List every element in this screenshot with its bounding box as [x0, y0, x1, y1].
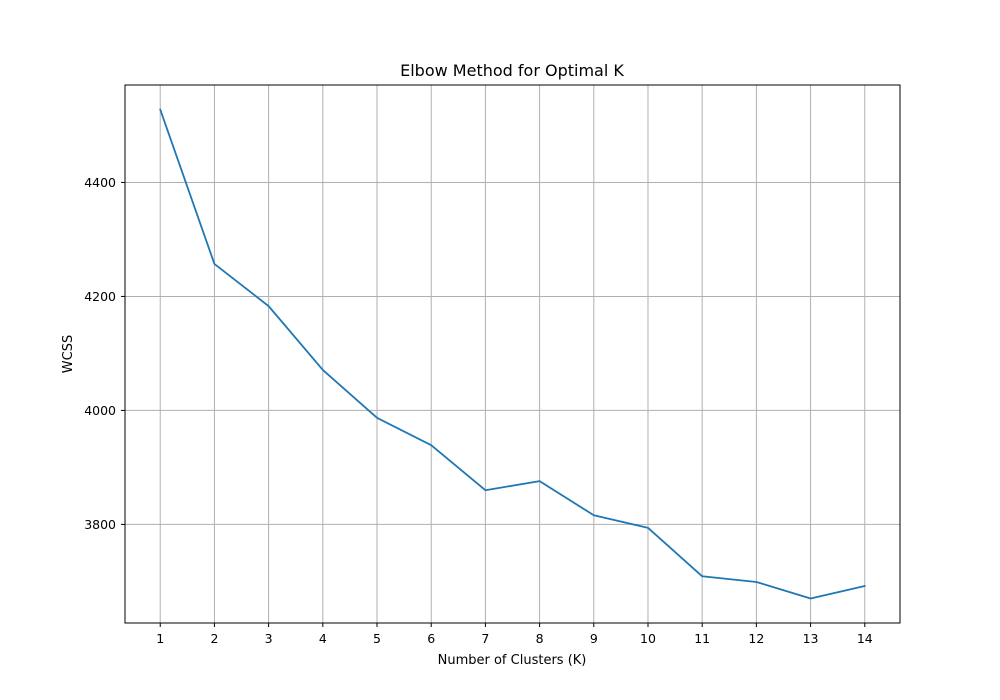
x-tick-label: 2	[210, 631, 218, 646]
x-axis-label: Number of Clusters (K)	[438, 653, 587, 668]
y-axis-label: WCSS	[61, 335, 76, 373]
x-tick-label: 7	[481, 631, 489, 646]
grid-layer	[125, 85, 900, 623]
x-tick-label: 9	[590, 631, 598, 646]
x-tick-label: 14	[857, 631, 873, 646]
x-tick-label: 13	[803, 631, 819, 646]
plot-frame	[124, 84, 901, 624]
y-tick-label: 4400	[84, 175, 116, 190]
chart-title: Elbow Method for Optimal K	[400, 61, 624, 80]
x-tick-label: 11	[694, 631, 710, 646]
x-tick-label: 8	[536, 631, 544, 646]
y-tick-label: 4000	[84, 403, 116, 418]
x-tick-label: 10	[640, 631, 656, 646]
series-line	[159, 108, 866, 600]
x-tick-label: 4	[319, 631, 327, 646]
x-tick-label: 3	[265, 631, 273, 646]
x-tick-label: 1	[156, 631, 164, 646]
x-tick-label: 6	[427, 631, 435, 646]
y-tick-label: 4200	[84, 289, 116, 304]
x-tick-label: 5	[373, 631, 381, 646]
series-layer	[159, 108, 866, 600]
x-tick-label: 12	[748, 631, 764, 646]
y-tick-label: 3800	[84, 517, 116, 532]
